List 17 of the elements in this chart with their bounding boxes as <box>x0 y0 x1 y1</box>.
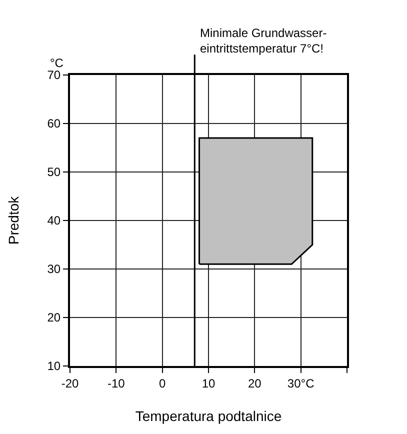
y-tick-label: 40 <box>47 214 61 228</box>
x-tick-label: -20 <box>61 376 79 390</box>
x-tick-label: 0 <box>158 376 166 390</box>
y-tick-label: 20 <box>47 310 61 325</box>
y-tick-label: 70 <box>47 68 61 82</box>
x-tick-label: 10 <box>202 376 216 390</box>
ref-line-label: Minimale Grundwasser- eintrittstemperatur 7°C! <box>200 26 327 56</box>
text: °C <box>50 56 64 70</box>
y-tick-label: 60 <box>47 116 61 131</box>
y-tick-label: 30 <box>47 262 61 276</box>
y-tick-label: 50 <box>47 165 61 180</box>
x-tick-label: -10 <box>108 376 126 390</box>
x-axis-title: Temperatura podtalnice <box>135 408 282 424</box>
y-axis-title: Predtok <box>5 195 22 245</box>
x-tick-label: 20 <box>248 376 262 390</box>
y-tick-label: 10 <box>47 359 61 374</box>
x-tick-label: 30°C <box>287 376 315 390</box>
